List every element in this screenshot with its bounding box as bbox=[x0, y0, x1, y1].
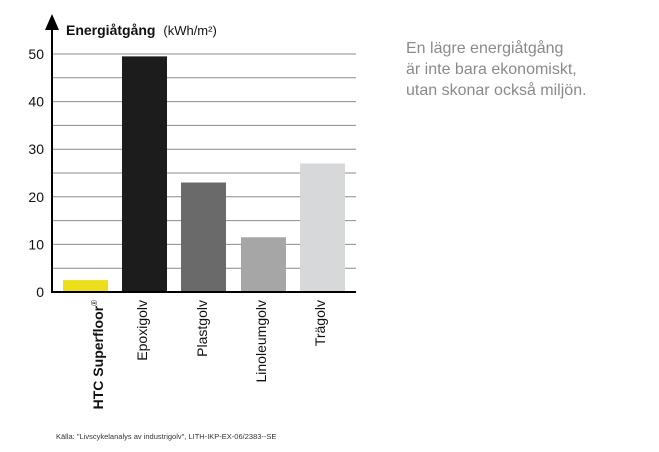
bar-plastgolv bbox=[181, 182, 226, 292]
x-tick-label: Epoxigolv bbox=[134, 300, 150, 361]
y-tick-label: 10 bbox=[28, 236, 44, 252]
y-tick-label: 30 bbox=[28, 141, 44, 157]
x-tick-label: Linoleumgolv bbox=[253, 300, 269, 383]
registered-mark: ® bbox=[90, 300, 99, 306]
x-tick-label: Plastgolv bbox=[194, 300, 210, 357]
gridlines bbox=[52, 53, 356, 269]
y-tick-label: 50 bbox=[28, 46, 44, 62]
side-note-line-3: utan skonar också miljön. bbox=[406, 82, 587, 99]
x-tick-label: Trägolv bbox=[312, 300, 328, 346]
chart-title: Energiåtgång (kWh/m²) bbox=[66, 22, 217, 38]
side-note-line-1: En lägre energiåtgång bbox=[406, 40, 564, 57]
bars bbox=[63, 56, 345, 292]
chart-title-unit: (kWh/m²) bbox=[163, 23, 216, 38]
bar-epoxigolv bbox=[122, 56, 167, 292]
y-tick-label: 40 bbox=[28, 94, 44, 110]
bar-trägolv bbox=[300, 163, 345, 292]
bar-htc-superfloor bbox=[63, 280, 108, 292]
bar-linoleumgolv bbox=[241, 237, 286, 292]
y-axis-arrow bbox=[45, 14, 59, 30]
y-tick-label: 20 bbox=[28, 189, 44, 205]
chart-title-bold: Energiåtgång bbox=[66, 22, 155, 38]
y-tick-label: 0 bbox=[36, 284, 44, 300]
source-citation: Källa: "Livscykelanalys av industrigolv"… bbox=[56, 432, 277, 441]
side-note: En lägre energiåtgång är inte bara ekono… bbox=[406, 38, 646, 101]
axes: 0 10 20 30 40 50 HTC Superfloor® Epoxigolv Plast… bbox=[28, 14, 356, 409]
side-note-line-2: är inte bara ekonomiskt, bbox=[406, 61, 577, 78]
x-tick-label: HTC Superfloor® bbox=[90, 300, 106, 409]
